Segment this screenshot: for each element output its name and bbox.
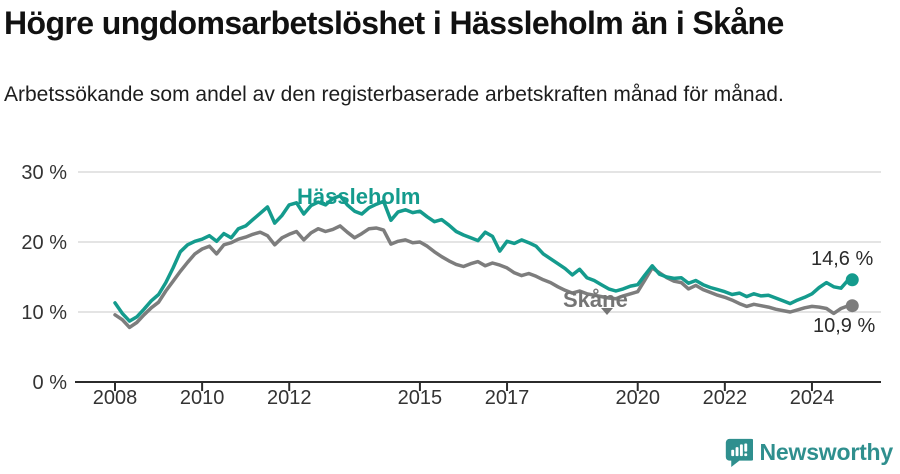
- newsworthy-logo-text: Newsworthy: [759, 439, 894, 465]
- newsworthy-logo-icon: [725, 438, 753, 467]
- endpoint-dot-hssleholm: [845, 273, 859, 287]
- newsworthy-logo: Newsworthy: [724, 437, 893, 468]
- x-axis-tick-label: 2017: [485, 387, 530, 409]
- x-axis-tick-label: 2012: [267, 387, 312, 409]
- y-axis-tick-label: 0 %: [33, 372, 68, 394]
- y-axis-tick-label: 20 %: [21, 232, 67, 254]
- exclamation-bar: [743, 443, 747, 452]
- x-axis-tick-label: 2008: [93, 387, 138, 409]
- x-axis-tick-label: 2010: [180, 387, 225, 409]
- end-value-skane: 10,9 %: [813, 315, 876, 337]
- series-label-skane: Skåne: [563, 287, 628, 312]
- series-label-hassleholm: Hässleholm: [297, 184, 421, 209]
- page-title: Högre ungdomsarbetslöshet i Hässleholm ä…: [4, 5, 784, 41]
- exclamation-dot: [743, 453, 747, 457]
- y-axis-tick-label: 30 %: [21, 162, 67, 184]
- x-axis-tick-label: 2015: [398, 387, 443, 409]
- x-axis-tick-label: 2020: [615, 387, 660, 409]
- series-line-hssleholm: [113, 194, 851, 323]
- series-line-skne: [113, 224, 851, 330]
- skane-label-pointer-icon: [601, 308, 613, 315]
- speech-bubble-shape: [725, 438, 753, 467]
- page-subtitle: Arbetssökande som andel av den registerb…: [4, 83, 784, 106]
- bar-chart-glyph: [730, 443, 747, 457]
- endpoint-dot-skne: [845, 299, 859, 313]
- x-axis-tick-label: 2022: [703, 387, 748, 409]
- end-value-hassleholm: 14,6 %: [811, 248, 874, 270]
- y-axis-tick-label: 10 %: [21, 302, 67, 324]
- x-axis-tick-label: 2024: [790, 387, 835, 409]
